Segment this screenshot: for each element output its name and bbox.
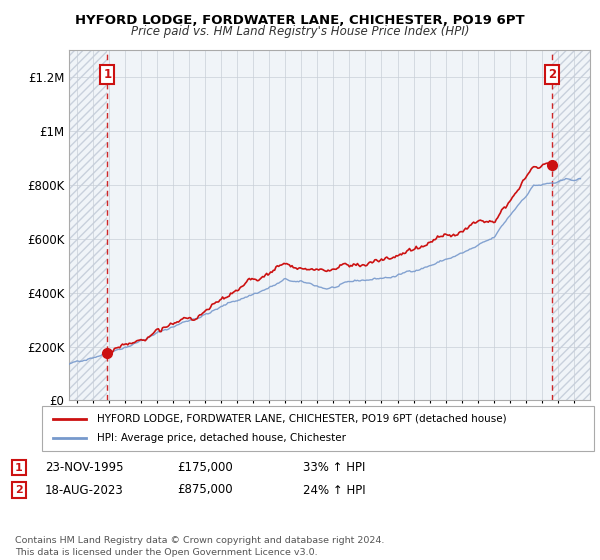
- Text: Contains HM Land Registry data © Crown copyright and database right 2024.
This d: Contains HM Land Registry data © Crown c…: [15, 536, 385, 557]
- Text: 2: 2: [548, 68, 556, 81]
- Text: Price paid vs. HM Land Registry's House Price Index (HPI): Price paid vs. HM Land Registry's House …: [131, 25, 469, 38]
- Text: HYFORD LODGE, FORDWATER LANE, CHICHESTER, PO19 6PT: HYFORD LODGE, FORDWATER LANE, CHICHESTER…: [75, 14, 525, 27]
- FancyBboxPatch shape: [42, 406, 594, 451]
- Text: £875,000: £875,000: [177, 483, 233, 497]
- Text: 24% ↑ HPI: 24% ↑ HPI: [303, 483, 365, 497]
- Text: £175,000: £175,000: [177, 461, 233, 474]
- Text: HPI: Average price, detached house, Chichester: HPI: Average price, detached house, Chic…: [97, 433, 346, 444]
- Text: 1: 1: [103, 68, 112, 81]
- Text: HYFORD LODGE, FORDWATER LANE, CHICHESTER, PO19 6PT (detached house): HYFORD LODGE, FORDWATER LANE, CHICHESTER…: [97, 413, 507, 423]
- Text: 33% ↑ HPI: 33% ↑ HPI: [303, 461, 365, 474]
- Text: 2: 2: [15, 485, 23, 495]
- Text: 23-NOV-1995: 23-NOV-1995: [45, 461, 124, 474]
- Text: 1: 1: [15, 463, 23, 473]
- Text: 18-AUG-2023: 18-AUG-2023: [45, 483, 124, 497]
